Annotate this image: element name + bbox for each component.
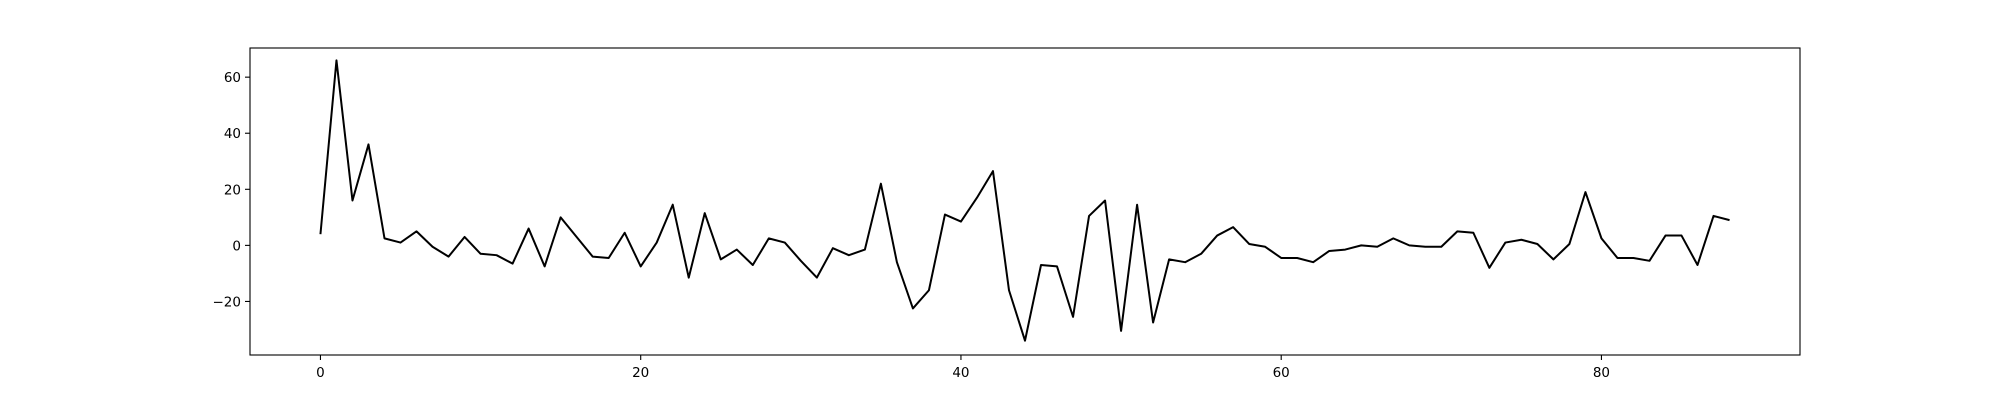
plot-frame: [249, 47, 1801, 356]
series-line-0: [319, 59, 1730, 342]
x-tick-label: 20: [632, 365, 649, 381]
axes-layer: 0 20 40 60 80 −20 0 20 40 60: [213, 47, 1801, 381]
y-tick-label: 0: [232, 238, 241, 254]
y-tick-label: 20: [224, 182, 241, 198]
plot-layer: [319, 59, 1730, 342]
x-tick-label: 40: [952, 365, 969, 381]
x-tick-label: 60: [1273, 365, 1290, 381]
x-tick-label: 0: [316, 365, 325, 381]
y-tick-label: 40: [224, 126, 241, 142]
y-tick-label: −20: [213, 294, 242, 310]
y-tick-label: 60: [224, 70, 241, 86]
x-tick-label: 80: [1593, 365, 1610, 381]
